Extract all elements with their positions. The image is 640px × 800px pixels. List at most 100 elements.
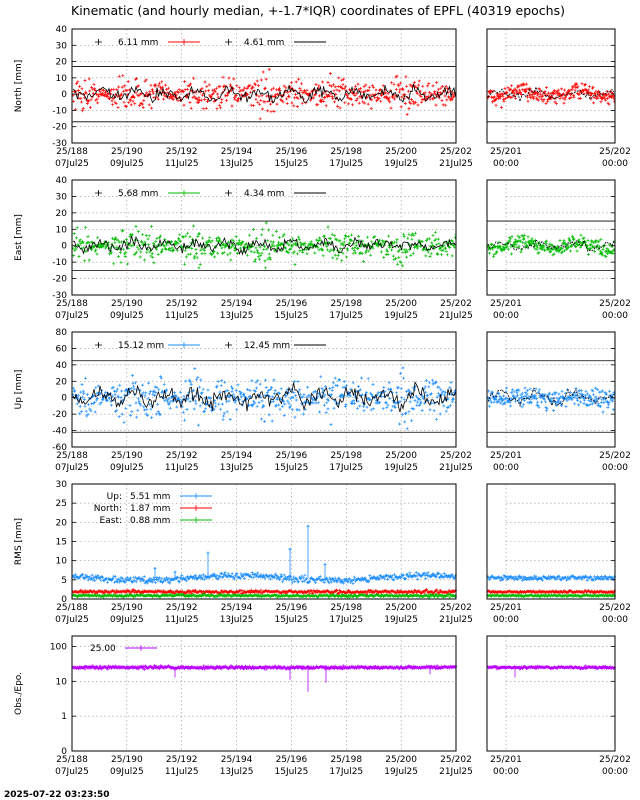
north-legend-plus	[181, 39, 187, 45]
rms-zoom-xtick-day: 25/202	[599, 603, 631, 613]
up-xtick-date: 17Jul25	[329, 463, 363, 473]
rms-ytick-label: 30	[56, 480, 68, 490]
rms-legend-plus	[193, 493, 199, 499]
obs-zoom-xtick-time: 00:00	[493, 767, 519, 777]
obs-main-frame	[71, 635, 457, 752]
rms-spike-marker	[153, 566, 157, 570]
rms-xtick-date: 19Jul25	[384, 615, 418, 625]
east-xtick-date: 15Jul25	[275, 311, 309, 321]
obs-ytick-label: 10	[56, 677, 68, 687]
rms-ytick-label: 10	[56, 557, 68, 567]
rms-zoom-xtick-time: 00:00	[493, 615, 519, 625]
up-xtick-date: 09Jul25	[110, 463, 144, 473]
north-xtick-date: 11Jul25	[165, 159, 199, 169]
rms-legend-name: East:	[100, 516, 122, 526]
obs-ytick-label: 0	[61, 747, 67, 757]
east-xtick-date: 07Jul25	[55, 311, 89, 321]
rms-xtick-day: 25/200	[385, 603, 417, 613]
obs-xtick-day: 25/198	[330, 755, 362, 765]
east-main-frame	[71, 179, 457, 296]
up-xtick-day: 25/202	[440, 451, 472, 461]
obs-xtick-date: 07Jul25	[55, 767, 89, 777]
east-points	[72, 221, 615, 270]
rms-ytick-label: 25	[56, 499, 67, 509]
east-ytick-label: 30	[56, 192, 68, 202]
panel-east: 40 30 20 10 0 -10 -20 -30 East [mm] 25/188 07Jul25…	[14, 176, 631, 321]
up-legend-marker	[95, 342, 102, 348]
east-ytick-label: 0	[61, 242, 67, 252]
rms-spike-marker	[173, 570, 177, 574]
north-zoom-xtick-day: 25/201	[490, 147, 522, 157]
rms-xtick-date: 09Jul25	[110, 615, 144, 625]
east-zoom-xtick-time: 00:00	[493, 311, 519, 321]
obs-main-scatter	[71, 664, 458, 671]
rms-legend: Up: 5.51 mm North: 1.87 mm East: 0.88 mm	[94, 492, 212, 526]
north-zoom-xtick-time: 00:00	[602, 159, 628, 169]
east-xtick-day: 25/194	[221, 299, 253, 309]
obs-zoom-xtick-day: 25/202	[599, 755, 631, 765]
up-xtick-day: 25/196	[276, 451, 308, 461]
east-xtick-date: 13Jul25	[220, 311, 254, 321]
obs-legend-label: 25.00	[90, 644, 116, 654]
north-legend-marker	[225, 39, 232, 45]
rms-xtick-day: 25/198	[330, 603, 362, 613]
north-xtick-day: 25/196	[276, 147, 308, 157]
up-xtick-day: 25/192	[166, 451, 198, 461]
east-xtick-day: 25/202	[440, 299, 472, 309]
up-zoom-xtick-day: 25/202	[599, 451, 631, 461]
up-ytick-label: 60	[56, 344, 68, 354]
obs-xtick-date: 11Jul25	[165, 767, 199, 777]
rms-spike-marker	[288, 547, 292, 551]
panel-north: 40 30 20 10 0 -10 -20 -30 North [mm] 25/188 07Jul2…	[14, 25, 631, 169]
rms-legend-plus	[193, 517, 199, 523]
rms-zoom-series-1	[486, 589, 616, 595]
rms-xtick-date: 13Jul25	[220, 615, 254, 625]
east-zoom-xtick-day: 25/201	[490, 299, 522, 309]
north-ytick-label: 40	[56, 25, 68, 35]
rms-spike-marker	[323, 563, 327, 566]
up-xtick-day: 25/190	[111, 451, 143, 461]
rms-xtick-date: 17Jul25	[329, 615, 363, 625]
east-legend-marker	[95, 190, 102, 196]
up-legend-plus	[181, 342, 187, 348]
north-zoom-median-line	[487, 85, 615, 103]
east-xtick-day: 25/200	[385, 299, 417, 309]
rms-xtick-day: 25/202	[440, 603, 472, 613]
rms-xtick-date: 15Jul25	[275, 615, 309, 625]
up-xtick-date: 13Jul25	[220, 463, 254, 473]
obs-xtick-date: 13Jul25	[220, 767, 254, 777]
panel-up: 80 60 40 20 0 -20 -40 -60 Up [mm] 25/188 07Jul25 25…	[14, 328, 631, 473]
obs-zoom-xtick-time: 00:00	[602, 767, 628, 777]
east-median-line	[72, 235, 456, 256]
rms-xtick-day: 25/190	[111, 603, 143, 613]
east-legend-median-label: 4.34 mm	[244, 189, 284, 199]
north-xtick-day: 25/192	[166, 147, 198, 157]
north-main-frame	[71, 28, 457, 144]
rms-legend-name: North:	[94, 504, 122, 514]
up-legend-median-label: 12.45 mm	[244, 341, 290, 351]
north-zoom-xtick-time: 00:00	[493, 159, 519, 169]
rms-zoom-series-2	[486, 593, 616, 599]
north-ytick-label: 10	[56, 74, 68, 84]
up-ytick-label: 20	[56, 377, 68, 387]
rms-xtick-day: 25/194	[221, 603, 253, 613]
rms-legend-plus	[193, 505, 199, 511]
up-ytick-label: 0	[61, 394, 67, 404]
up-ytick-label: -20	[52, 410, 67, 420]
east-ytick-label: -10	[52, 258, 67, 268]
east-zoom-xtick-time: 00:00	[602, 311, 628, 321]
north-xtick-date: 21Jul25	[439, 159, 473, 169]
up-median-line	[72, 381, 456, 413]
rms-xtick-day: 25/196	[276, 603, 308, 613]
east-xtick-date: 19Jul25	[384, 311, 418, 321]
north-median-line	[72, 83, 456, 104]
east-legend-plus	[181, 190, 187, 196]
east-ytick-label: 20	[56, 209, 68, 219]
east-xtick-day: 25/198	[330, 299, 362, 309]
obs-xtick-day: 25/202	[440, 755, 472, 765]
north-ylabel: North [mm]	[14, 60, 24, 113]
obs-xtick-date: 15Jul25	[275, 767, 309, 777]
chart-title: Kinematic (and hourly median, +-1.7*IQR)…	[71, 3, 565, 18]
rms-xtick-day: 25/188	[56, 603, 88, 613]
up-xtick-day: 25/198	[330, 451, 362, 461]
